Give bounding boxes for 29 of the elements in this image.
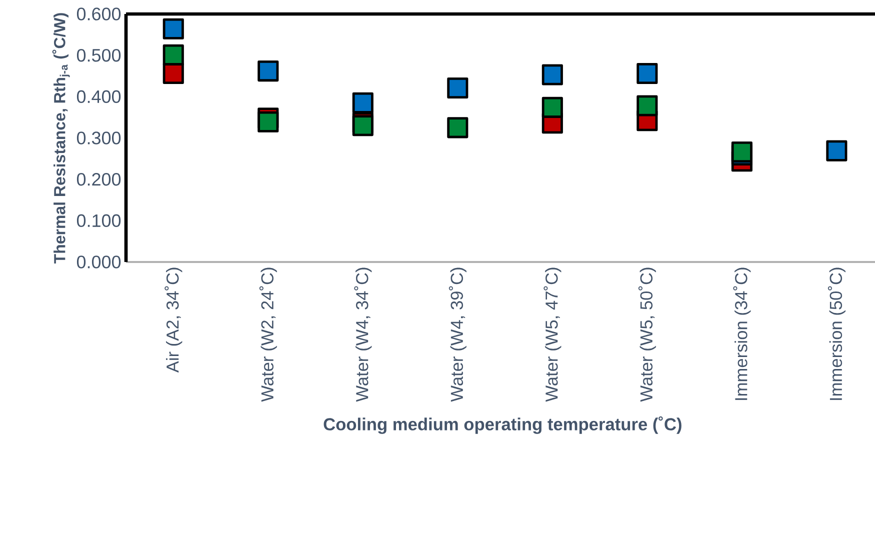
point <box>636 95 658 116</box>
y-tick-label: 0.100 <box>76 214 121 228</box>
x-tick-label: Water (W5, 50˚C) <box>638 268 656 402</box>
y-tick-label: 0.400 <box>76 90 121 104</box>
y-tick-label: 0.500 <box>76 48 121 62</box>
x-tick-label: Immersion (34˚C) <box>733 268 751 400</box>
x-tick-label: Immersion (50˚C) <box>828 268 846 400</box>
point <box>352 92 374 114</box>
x-tick-label: Air (A2, 34˚C) <box>164 268 182 373</box>
y-axis-title: Thermal Resistance, Rth$_{j-a}$ (˚C/W) <box>52 13 70 264</box>
x-tick-label: Water (W4, 34˚C) <box>354 268 372 402</box>
point <box>447 117 468 138</box>
x-axis-title: Cooling medium operating temperature (˚C) <box>324 416 682 434</box>
point <box>636 62 658 84</box>
y-tick-label: 0.000 <box>76 256 121 268</box>
point <box>258 60 279 82</box>
point <box>162 44 184 66</box>
x-tick-label: Water (W5, 47˚C) <box>544 268 562 402</box>
point <box>542 64 563 86</box>
x-tick-label: Water (W4, 39˚C) <box>448 268 466 402</box>
point <box>258 111 279 132</box>
point <box>542 96 563 118</box>
point <box>447 77 468 99</box>
y-tick-label: 0.600 <box>76 8 121 20</box>
point <box>826 140 848 162</box>
y-tick-label: 0.200 <box>76 172 121 186</box>
x-tick-label: Water (W2, 24˚C) <box>259 268 277 402</box>
point <box>162 18 184 40</box>
y-tick-label: 0.300 <box>76 132 121 144</box>
